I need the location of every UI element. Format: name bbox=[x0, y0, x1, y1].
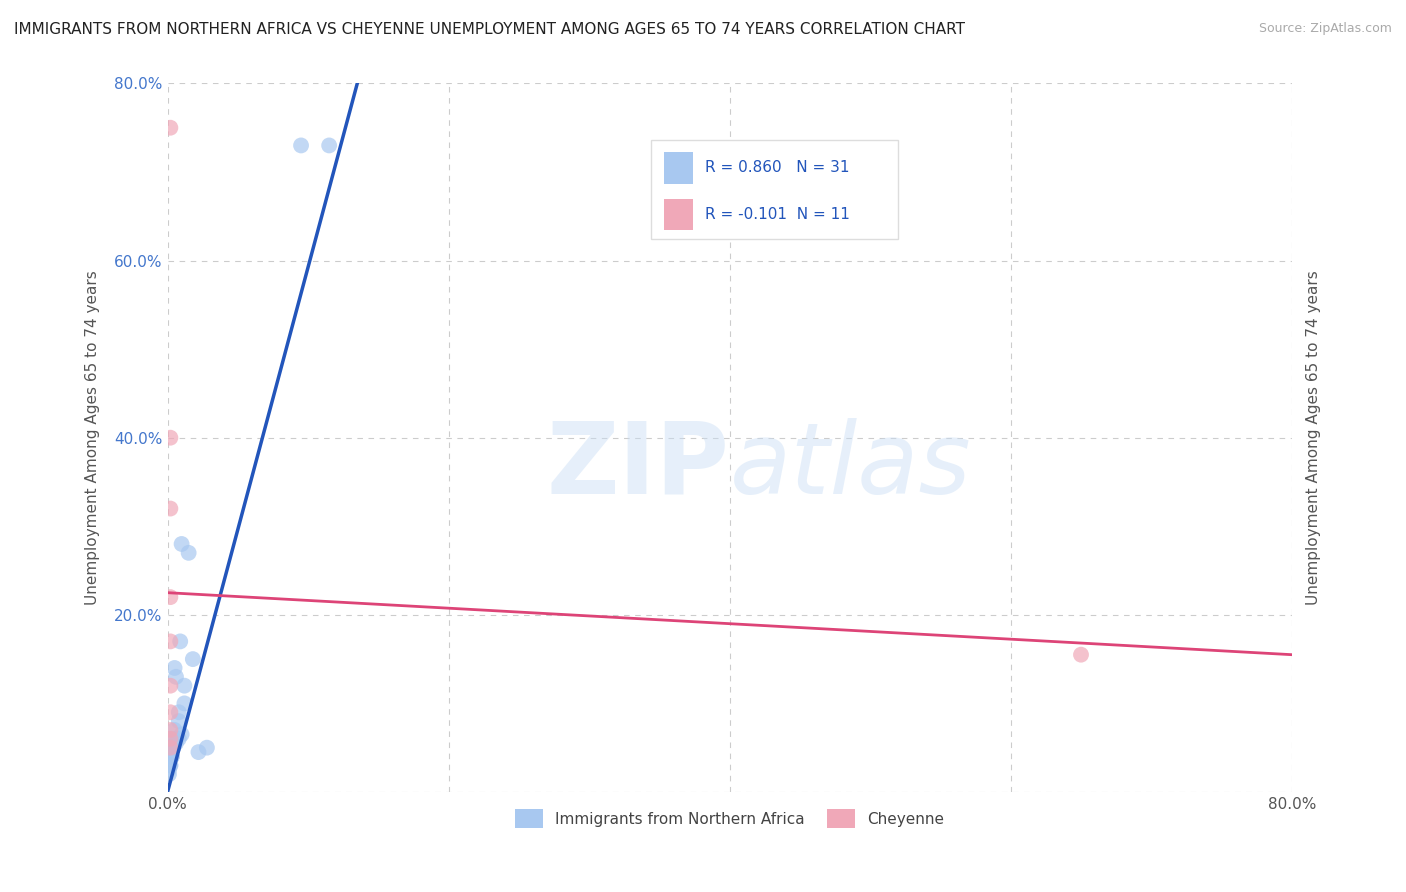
Point bbox=[159, 749, 181, 764]
Point bbox=[162, 740, 184, 755]
Legend: Immigrants from Northern Africa, Cheyenne: Immigrants from Northern Africa, Cheyenn… bbox=[509, 803, 950, 834]
Point bbox=[169, 634, 191, 648]
Point bbox=[163, 723, 186, 737]
Y-axis label: Unemployment Among Ages 65 to 74 years: Unemployment Among Ages 65 to 74 years bbox=[1306, 270, 1320, 605]
Text: IMMIGRANTS FROM NORTHERN AFRICA VS CHEYENNE UNEMPLOYMENT AMONG AGES 65 TO 74 YEA: IMMIGRANTS FROM NORTHERN AFRICA VS CHEYE… bbox=[14, 22, 965, 37]
Point bbox=[167, 714, 190, 728]
Point bbox=[160, 749, 183, 764]
Point bbox=[159, 740, 181, 755]
Text: atlas: atlas bbox=[730, 417, 972, 515]
Point bbox=[157, 763, 180, 777]
Point bbox=[165, 670, 187, 684]
Point bbox=[159, 705, 181, 719]
Point bbox=[159, 431, 181, 445]
Point bbox=[159, 120, 181, 135]
Text: R = -0.101  N = 11: R = -0.101 N = 11 bbox=[704, 207, 849, 222]
FancyBboxPatch shape bbox=[665, 152, 693, 184]
Point bbox=[163, 661, 186, 675]
Point bbox=[181, 652, 204, 666]
Point bbox=[160, 749, 183, 764]
Point bbox=[159, 679, 181, 693]
Point bbox=[159, 740, 181, 755]
Point bbox=[162, 731, 184, 746]
Point bbox=[165, 736, 187, 750]
Point bbox=[159, 634, 181, 648]
Point bbox=[167, 705, 190, 719]
Text: Source: ZipAtlas.com: Source: ZipAtlas.com bbox=[1258, 22, 1392, 36]
Point bbox=[159, 758, 181, 772]
Point bbox=[1070, 648, 1092, 662]
Point bbox=[187, 745, 209, 759]
Point bbox=[159, 758, 181, 772]
Point bbox=[290, 138, 312, 153]
FancyBboxPatch shape bbox=[665, 199, 693, 230]
FancyBboxPatch shape bbox=[651, 140, 898, 239]
Point bbox=[159, 590, 181, 604]
Point bbox=[167, 731, 190, 746]
Point bbox=[159, 731, 181, 746]
Point bbox=[159, 723, 181, 737]
Text: ZIP: ZIP bbox=[547, 417, 730, 515]
Point bbox=[170, 727, 193, 741]
Point bbox=[162, 740, 184, 755]
Point bbox=[173, 697, 195, 711]
Point bbox=[195, 740, 218, 755]
Y-axis label: Unemployment Among Ages 65 to 74 years: Unemployment Among Ages 65 to 74 years bbox=[86, 270, 100, 605]
Point bbox=[170, 537, 193, 551]
Text: R = 0.860   N = 31: R = 0.860 N = 31 bbox=[704, 161, 849, 176]
Point bbox=[159, 731, 181, 746]
Point bbox=[159, 740, 181, 755]
Point bbox=[177, 546, 200, 560]
Point bbox=[159, 501, 181, 516]
Point bbox=[173, 679, 195, 693]
Point bbox=[157, 767, 180, 781]
Point bbox=[318, 138, 340, 153]
